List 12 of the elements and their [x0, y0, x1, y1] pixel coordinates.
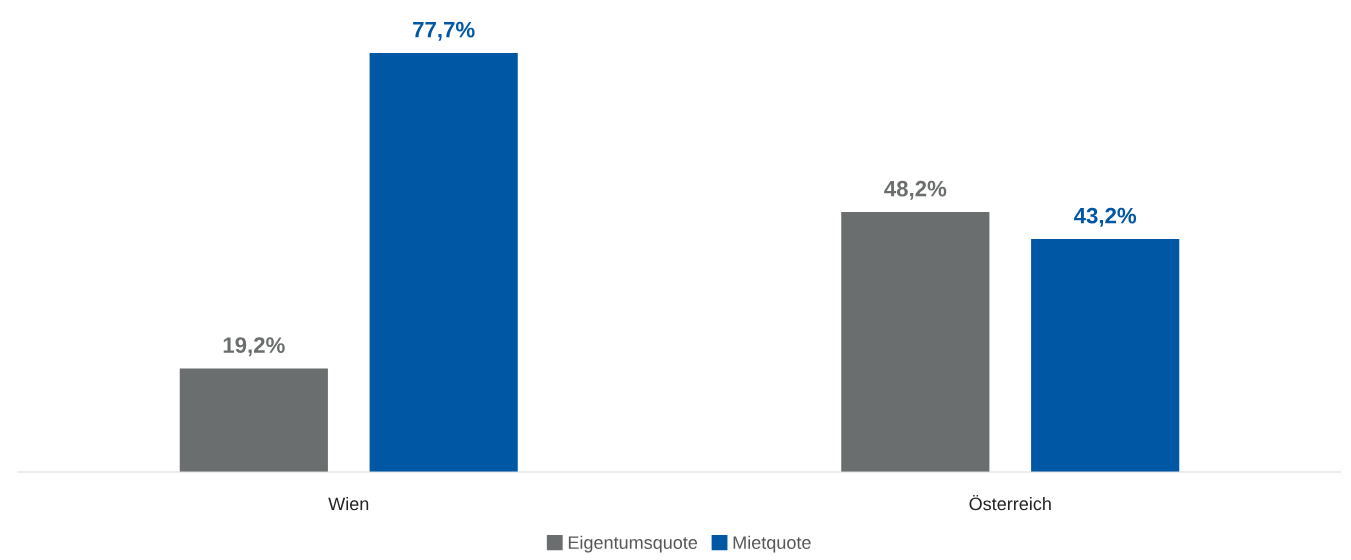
data-label: 77,7% — [413, 21, 475, 41]
bar — [841, 212, 990, 472]
bar — [1031, 239, 1180, 472]
data-label: 19,2% — [223, 337, 285, 357]
bar — [369, 52, 518, 472]
data-label: 43,2% — [1074, 207, 1137, 227]
legend-label: Mietquote — [733, 535, 811, 553]
data-label: 48,2% — [884, 180, 947, 200]
x-tick-label: Österreich — [969, 494, 1051, 511]
legend-label: Eigentumsquote — [568, 535, 698, 553]
x-tick-label: Wien — [328, 497, 369, 511]
bar — [179, 368, 328, 472]
